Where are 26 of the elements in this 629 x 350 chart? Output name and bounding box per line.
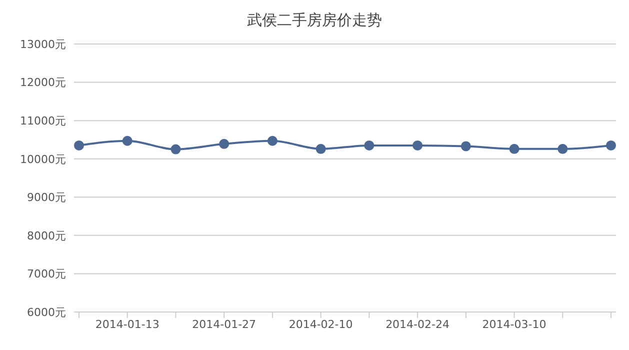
chart-title: 武侯二手房房价走势 [246, 10, 383, 31]
point [74, 140, 84, 150]
y-tick-label: 7000元 [27, 268, 66, 281]
y-tick-label: 13000元 [20, 38, 66, 51]
point [460, 141, 471, 152]
x-tick-label: 2014-01-27 [192, 318, 256, 331]
y-tick-label: 9000元 [27, 191, 66, 204]
y-tick-label: 10000元 [20, 152, 66, 166]
point [412, 140, 423, 150]
y-tick-label: 8000元 [27, 229, 66, 242]
x-tick-label: 2014-03-10 [482, 318, 546, 331]
x-tick-label: 2014-02-10 [288, 318, 353, 331]
point [267, 136, 278, 146]
x-tick-label: 2014-01-13 [95, 318, 160, 331]
point [364, 140, 374, 150]
x-tick-label: 2014-02-24 [386, 318, 450, 331]
point [170, 144, 181, 154]
point [509, 144, 520, 154]
point [122, 136, 132, 146]
point [558, 144, 568, 154]
point [219, 138, 230, 149]
y-tick-label: 11000元 [20, 114, 66, 128]
point [316, 144, 326, 154]
y-tick-label: 6000元 [27, 306, 66, 319]
point [606, 140, 616, 150]
y-tick-label: 12000元 [20, 76, 66, 90]
